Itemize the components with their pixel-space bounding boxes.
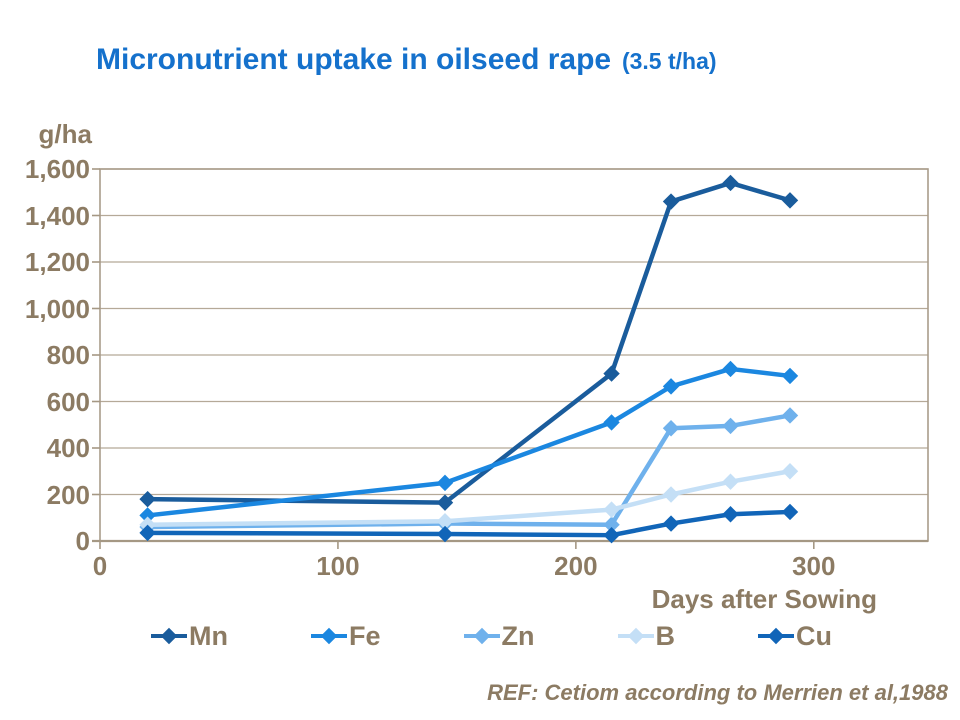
data-point-marker [662, 193, 680, 210]
series-line-cu [145, 509, 793, 538]
x-tick-label-0: 0 [92, 551, 108, 581]
data-point-marker [603, 414, 620, 431]
y-tick-label-1200: 1,200 [24, 247, 90, 277]
legend-marker-mn [151, 627, 187, 645]
legend-item-b: B [617, 621, 676, 651]
data-point-marker [662, 420, 680, 437]
data-point-marker [722, 360, 739, 378]
series-zn [139, 407, 799, 536]
data-point-marker [767, 627, 785, 645]
chart-title: Micronutrient uptake in oilseed rape (3.… [96, 42, 916, 83]
data-point-marker [160, 627, 178, 645]
legend-marker-zn [463, 627, 500, 645]
data-point-marker [436, 494, 454, 511]
legend-label-fe: Fe [348, 621, 381, 651]
chart-title-suffix: (3.5 t/ha) [621, 48, 717, 74]
x-tick-label-100: 100 [316, 551, 360, 581]
legend-item-zn: Zn [463, 621, 535, 651]
data-point-marker [139, 524, 156, 542]
legend-item-fe: Fe [310, 621, 381, 651]
data-point-marker [781, 407, 799, 424]
y-tick-label-1600: 1,600 [24, 154, 90, 184]
data-point-marker [662, 515, 680, 532]
legend-label-cu: Cu [796, 621, 832, 651]
x-tick-label-200: 200 [554, 551, 598, 581]
y-tick-label-1000: 1,000 [24, 293, 90, 324]
y-tick-label-1400: 1,400 [24, 200, 90, 231]
x-tick-label-300: 300 [792, 551, 836, 581]
legend-marker-fe [310, 627, 347, 645]
series-fe [139, 360, 799, 524]
legend-label-mn: Mn [189, 621, 228, 651]
data-point-marker [722, 473, 739, 490]
reference-footer: REF: Cetiom according to Merrien et al,1… [487, 680, 948, 705]
data-point-marker [781, 503, 799, 521]
data-point-marker [473, 627, 490, 645]
series-mn [139, 174, 799, 511]
data-point-marker [603, 365, 620, 382]
y-tick-label-400: 400 [46, 433, 90, 463]
data-point-marker [781, 192, 799, 209]
y-axis-unit-label: g/ha [38, 119, 92, 149]
y-tick-label-200: 200 [46, 479, 90, 510]
data-point-marker [662, 486, 680, 503]
chart-title-main: Micronutrient uptake in oilseed rape [96, 43, 612, 76]
data-point-marker [436, 525, 454, 543]
data-point-marker [139, 490, 156, 508]
data-point-marker [722, 417, 739, 435]
legend-marker-cu [758, 627, 794, 645]
data-point-marker [436, 474, 454, 492]
legend-marker-b [617, 627, 654, 645]
legend-item-cu: Cu [757, 621, 832, 651]
data-point-marker [603, 501, 620, 518]
y-tick-label-800: 800 [46, 340, 90, 370]
data-point-marker [320, 627, 338, 645]
chart-legend: Mn Fe Zn B Cu [150, 618, 832, 654]
data-point-marker [722, 506, 739, 523]
series-line-mn [145, 180, 793, 505]
data-point-marker [662, 378, 680, 395]
series-b [139, 463, 799, 533]
y-tick-label-0: 0 [75, 526, 90, 556]
legend-item-mn: Mn [150, 621, 228, 651]
data-point-marker [603, 526, 620, 544]
x-axis-title: Days after Sowing [651, 584, 877, 614]
series-line-b [145, 469, 793, 527]
y-tick-label-600: 600 [46, 386, 90, 417]
series-line-fe [145, 366, 793, 518]
legend-label-b: B [655, 621, 676, 651]
series-line-zn [145, 413, 793, 530]
data-point-marker [627, 627, 644, 645]
data-point-marker [781, 463, 799, 480]
legend-label-zn: Zn [501, 621, 535, 651]
series-cu [139, 503, 799, 544]
data-point-marker [722, 174, 739, 192]
data-point-marker [781, 367, 799, 385]
